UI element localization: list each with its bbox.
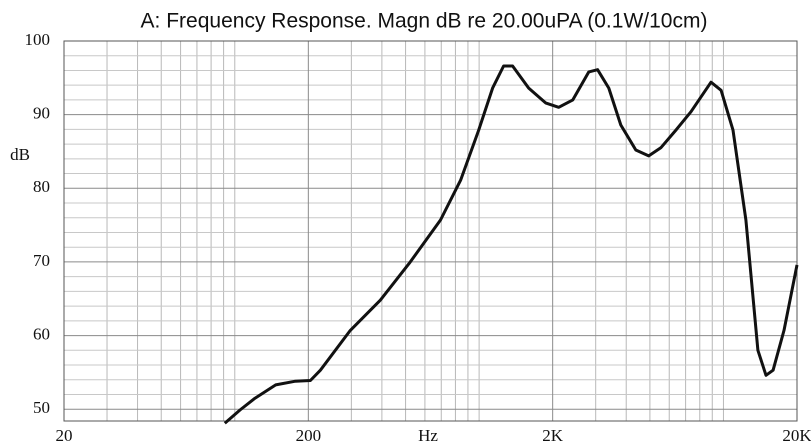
y-tick-label: 60 — [33, 324, 50, 343]
y-tick-label: 100 — [25, 30, 51, 49]
y-tick-label: 50 — [33, 398, 50, 417]
y-tick-label: 90 — [33, 104, 50, 123]
response-line — [223, 64, 799, 425]
y-axis-label: dB — [10, 145, 30, 164]
x-axis-label: Hz — [418, 426, 438, 445]
x-tick-label: 200 — [296, 426, 322, 445]
y-tick-label: 80 — [33, 177, 50, 196]
chart-title: A: Frequency Response. Magn dB re 20.00u… — [141, 10, 708, 33]
x-tick-label: 2K — [542, 426, 564, 445]
plot-frame — [63, 40, 798, 422]
x-tick-label: 20K — [782, 426, 811, 445]
y-tick-label: 70 — [33, 251, 50, 270]
x-tick-label: 20 — [56, 426, 73, 445]
